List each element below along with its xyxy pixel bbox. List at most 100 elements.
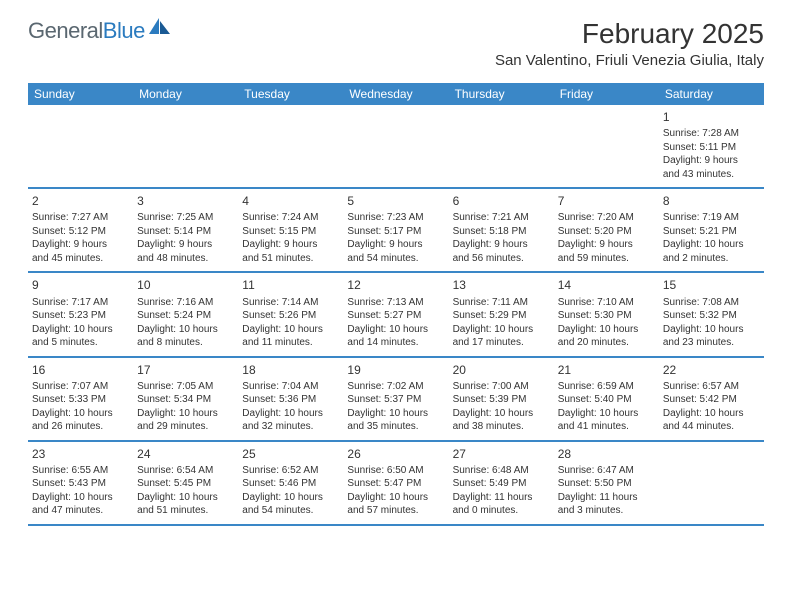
sunset-text: Sunset: 5:29 PM [453,309,550,323]
day-cell: 12Sunrise: 7:13 AMSunset: 5:27 PMDayligh… [343,273,448,355]
sunrise-text: Sunrise: 7:07 AM [32,380,129,394]
daylight-text: Daylight: 9 hours [32,238,129,252]
daylight-text: Daylight: 9 hours [558,238,655,252]
day-cell: 20Sunrise: 7:00 AMSunset: 5:39 PMDayligh… [449,358,554,440]
daylight-text: and 41 minutes. [558,420,655,434]
daylight-text: Daylight: 10 hours [347,323,444,337]
day-cell: 24Sunrise: 6:54 AMSunset: 5:45 PMDayligh… [133,442,238,524]
daylight-text: Daylight: 10 hours [32,323,129,337]
sunset-text: Sunset: 5:24 PM [137,309,234,323]
sunset-text: Sunset: 5:11 PM [663,141,760,155]
day-number: 6 [453,193,550,209]
daylight-text: Daylight: 11 hours [453,491,550,505]
daylight-text: and 51 minutes. [137,504,234,518]
sunrise-text: Sunrise: 6:55 AM [32,464,129,478]
daylight-text: and 11 minutes. [242,336,339,350]
daylight-text: Daylight: 10 hours [137,407,234,421]
day-number: 28 [558,446,655,462]
day-number: 21 [558,362,655,378]
day-cell-empty [659,442,764,524]
daylight-text: and 23 minutes. [663,336,760,350]
sunrise-text: Sunrise: 6:47 AM [558,464,655,478]
daylight-text: Daylight: 10 hours [32,491,129,505]
day-number: 12 [347,277,444,293]
sunrise-text: Sunrise: 7:19 AM [663,211,760,225]
daylight-text: and 47 minutes. [32,504,129,518]
sunset-text: Sunset: 5:17 PM [347,225,444,239]
day-number: 8 [663,193,760,209]
sunset-text: Sunset: 5:37 PM [347,393,444,407]
sunrise-text: Sunrise: 7:21 AM [453,211,550,225]
daylight-text: and 20 minutes. [558,336,655,350]
day-number: 18 [242,362,339,378]
sunrise-text: Sunrise: 7:14 AM [242,296,339,310]
day-number: 16 [32,362,129,378]
sunset-text: Sunset: 5:49 PM [453,477,550,491]
header: GeneralBlue February 2025 San Valentino,… [0,0,792,77]
daylight-text: and 8 minutes. [137,336,234,350]
sunset-text: Sunset: 5:12 PM [32,225,129,239]
sunset-text: Sunset: 5:15 PM [242,225,339,239]
dayname-monday: Monday [133,83,238,105]
daylight-text: and 17 minutes. [453,336,550,350]
daylight-text: and 59 minutes. [558,252,655,266]
day-number: 9 [32,277,129,293]
sunrise-text: Sunrise: 7:13 AM [347,296,444,310]
daylight-text: Daylight: 9 hours [453,238,550,252]
sunset-text: Sunset: 5:30 PM [558,309,655,323]
day-number: 22 [663,362,760,378]
day-number: 17 [137,362,234,378]
day-cell: 17 Sunrise: 7:05 AMSunset: 5:34 PMDayligh… [133,358,238,440]
logo-sail-icon [149,18,171,36]
sunrise-text: Sunrise: 6:50 AM [347,464,444,478]
day-number: 24 [137,446,234,462]
daylight-text: and 14 minutes. [347,336,444,350]
day-number: 4 [242,193,339,209]
sunset-text: Sunset: 5:42 PM [663,393,760,407]
daylight-text: Daylight: 9 hours [663,154,760,168]
sunrise-text: Sunrise: 7:10 AM [558,296,655,310]
daylight-text: Daylight: 10 hours [663,323,760,337]
sunrise-text: Sunrise: 7:16 AM [137,296,234,310]
daylight-text: and 44 minutes. [663,420,760,434]
sunrise-text: Sunrise: 7:25 AM [137,211,234,225]
day-number: 3 [137,193,234,209]
day-cell: 2Sunrise: 7:27 AMSunset: 5:12 PMDaylight… [28,189,133,271]
day-cell: 27Sunrise: 6:48 AMSunset: 5:49 PMDayligh… [449,442,554,524]
daylight-text: Daylight: 9 hours [347,238,444,252]
daylight-text: Daylight: 10 hours [663,407,760,421]
day-cell: 7Sunrise: 7:20 AMSunset: 5:20 PMDaylight… [554,189,659,271]
sunset-text: Sunset: 5:34 PM [137,393,234,407]
daylight-text: Daylight: 9 hours [242,238,339,252]
dayname-friday: Friday [554,83,659,105]
daylight-text: Daylight: 10 hours [558,323,655,337]
daylight-text: and 3 minutes. [558,504,655,518]
dayname-wednesday: Wednesday [343,83,448,105]
sunset-text: Sunset: 5:45 PM [137,477,234,491]
day-cell-empty [238,105,343,187]
sunset-text: Sunset: 5:46 PM [242,477,339,491]
daylight-text: and 38 minutes. [453,420,550,434]
sunrise-text: Sunrise: 7:28 AM [663,127,760,141]
dayname-saturday: Saturday [659,83,764,105]
location-subtitle: San Valentino, Friuli Venezia Giulia, It… [495,52,764,69]
sunrise-text: Sunrise: 7:05 AM [137,380,234,394]
sunset-text: Sunset: 5:26 PM [242,309,339,323]
week-row: 2Sunrise: 7:27 AMSunset: 5:12 PMDaylight… [28,189,764,273]
daylight-text: and 43 minutes. [663,168,760,182]
sunset-text: Sunset: 5:40 PM [558,393,655,407]
daylight-text: and 54 minutes. [347,252,444,266]
daylight-text: Daylight: 10 hours [242,491,339,505]
day-number: 7 [558,193,655,209]
day-cell-empty [449,105,554,187]
sunrise-text: Sunrise: 6:54 AM [137,464,234,478]
sunrise-text: Sunrise: 7:11 AM [453,296,550,310]
sunrise-text: Sunrise: 6:59 AM [558,380,655,394]
day-number: 20 [453,362,550,378]
sunrise-text: Sunrise: 7:08 AM [663,296,760,310]
day-cell: 21 Sunrise: 6:59 AMSunset: 5:40 PMDayligh… [554,358,659,440]
day-cell: 18Sunrise: 7:04 AMSunset: 5:36 PMDayligh… [238,358,343,440]
daylight-text: and 45 minutes. [32,252,129,266]
day-number: 1 [663,109,760,125]
daylight-text: Daylight: 10 hours [558,407,655,421]
